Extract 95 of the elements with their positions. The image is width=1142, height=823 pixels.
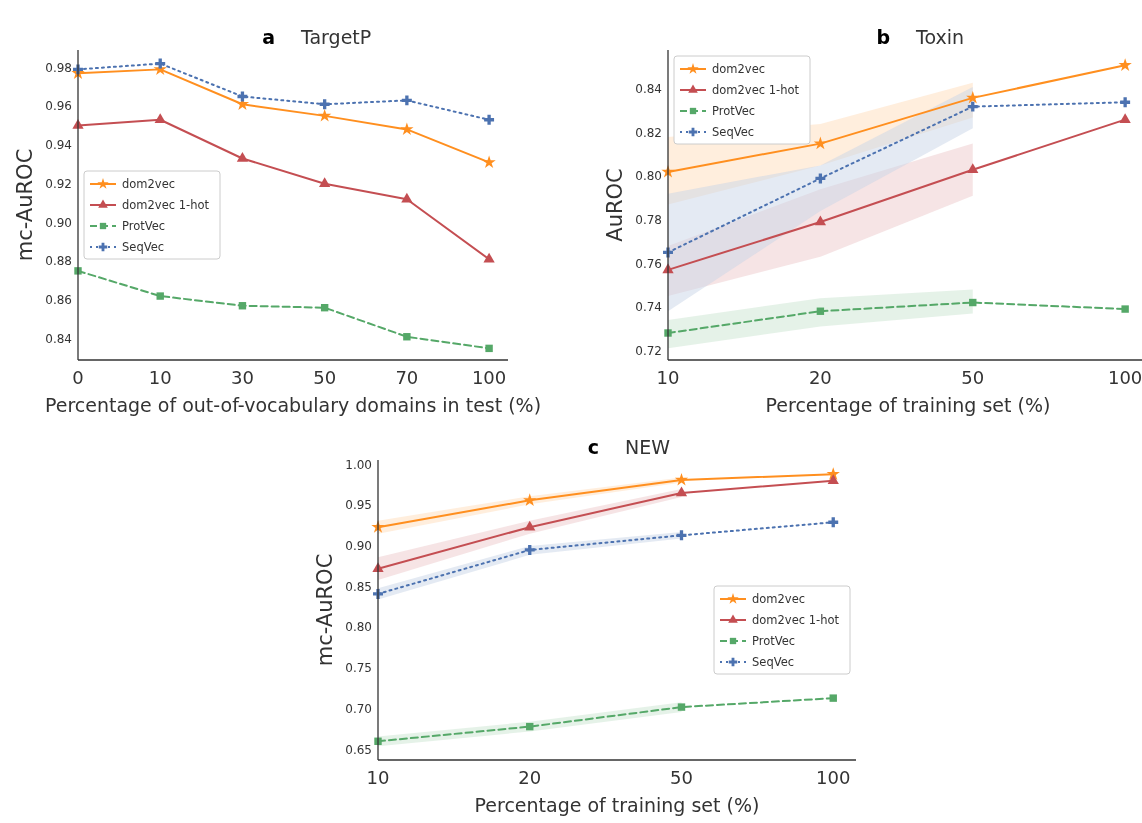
y-tick-label: 0.86 <box>45 293 72 308</box>
y-tick-label: 0.85 <box>345 579 372 594</box>
x-tick-label: 100 <box>1107 367 1142 388</box>
legend-label: dom2vec <box>122 177 176 192</box>
chart-title: Toxin <box>915 26 964 48</box>
point <box>1121 305 1129 313</box>
y-axis-title: mc-AuROC <box>313 553 337 667</box>
point <box>1118 58 1132 71</box>
x-tick-label: 50 <box>313 367 337 388</box>
x-tick-label: 10 <box>148 367 172 388</box>
x-tick-label: 100 <box>816 767 851 788</box>
x-tick-label: 100 <box>471 367 507 388</box>
point <box>155 58 166 69</box>
y-tick-label: 0.90 <box>345 539 372 554</box>
y-tick-label: 0.82 <box>635 125 662 140</box>
legend-label: ProtVec <box>712 104 756 119</box>
x-tick-label: 20 <box>518 767 542 788</box>
point <box>675 486 688 497</box>
y-tick-label: 0.98 <box>45 60 72 75</box>
point <box>401 95 412 106</box>
y-axis-title: AuROC <box>603 168 627 242</box>
point <box>484 114 495 125</box>
y-tick-label: 0.84 <box>45 331 72 346</box>
point <box>154 113 166 123</box>
y-tick-label: 0.90 <box>45 215 72 230</box>
legend-label: ProtVec <box>122 219 166 234</box>
x-tick-label: 70 <box>395 367 419 388</box>
legend-label: dom2vec 1-hot <box>752 613 840 628</box>
x-tick-label: 30 <box>230 367 254 388</box>
point <box>524 520 536 531</box>
y-tick-label: 0.75 <box>345 661 372 676</box>
point <box>403 333 411 341</box>
y-tick-label: 0.84 <box>635 82 662 97</box>
y-tick-label: 0.94 <box>45 138 72 153</box>
point <box>401 192 413 203</box>
point <box>828 517 839 528</box>
x-tick-label: 50 <box>670 767 693 788</box>
chart-title: NEW <box>625 436 671 458</box>
x-axis-title: Percentage of training set (%) <box>474 794 760 816</box>
y-tick-label: 0.70 <box>345 701 372 716</box>
x-axis-title: Percentage of training set (%) <box>765 394 1051 416</box>
y-tick-label: 0.80 <box>345 620 372 635</box>
point <box>1120 97 1131 108</box>
point <box>483 252 495 263</box>
y-tick-label: 0.96 <box>45 99 72 114</box>
point <box>677 703 686 711</box>
point <box>815 173 826 184</box>
y-tick-label: 0.88 <box>45 254 72 269</box>
legend-label: SeqVec <box>712 125 755 140</box>
legend-label: SeqVec <box>752 655 795 670</box>
point <box>967 163 979 173</box>
legend-label: ProtVec <box>752 634 796 649</box>
point <box>967 101 978 112</box>
point <box>319 99 330 110</box>
point <box>318 108 332 122</box>
y-tick-label: 0.80 <box>635 169 662 184</box>
point <box>674 472 689 486</box>
point <box>524 544 535 555</box>
y-axis-title: mc-AuROC <box>13 148 37 262</box>
legend-label: dom2vec 1-hot <box>122 198 210 213</box>
text: b <box>876 26 890 48</box>
point <box>482 155 496 169</box>
legend-label: SeqVec <box>122 240 165 255</box>
point <box>1119 113 1131 123</box>
point <box>523 493 537 506</box>
y-tick-label: 0.74 <box>635 300 662 315</box>
point <box>400 122 414 136</box>
y-tick-label: 0.78 <box>635 213 662 227</box>
legend-label: dom2vec <box>712 62 766 77</box>
y-tick-label: 0.92 <box>45 176 72 191</box>
y-tick-label: 0.95 <box>345 498 372 513</box>
point <box>236 151 249 162</box>
x-tick-label: 0 <box>72 367 84 388</box>
legend-label: dom2vec <box>752 592 806 607</box>
text: a <box>262 26 275 48</box>
point <box>485 344 493 353</box>
legend-label: dom2vec 1-hot <box>712 83 800 98</box>
x-tick-label: 10 <box>656 367 680 388</box>
x-tick-label: 20 <box>808 367 832 388</box>
point <box>813 136 828 150</box>
x-axis-title: Percentage of out-of-vocabulary domains in test (%) <box>44 394 542 416</box>
y-tick-label: 0.65 <box>345 742 372 757</box>
y-tick-label: 0.72 <box>635 343 662 358</box>
chart-title: TargetP <box>300 26 372 48</box>
x-tick-label: 50 <box>961 367 985 388</box>
point <box>829 694 837 702</box>
point <box>156 292 164 300</box>
point <box>966 90 980 104</box>
point <box>814 215 827 226</box>
y-tick-label: 1.00 <box>345 457 372 472</box>
text: c <box>587 436 599 458</box>
point <box>827 474 839 485</box>
point <box>319 177 331 187</box>
x-tick-label: 10 <box>366 767 390 788</box>
y-tick-label: 0.76 <box>635 256 662 271</box>
